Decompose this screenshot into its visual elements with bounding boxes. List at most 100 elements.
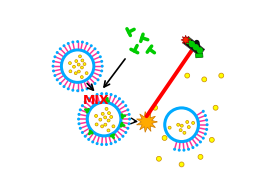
- Circle shape: [101, 65, 103, 67]
- Circle shape: [101, 112, 104, 115]
- Circle shape: [101, 93, 102, 94]
- Circle shape: [92, 141, 94, 143]
- Circle shape: [110, 115, 113, 118]
- Circle shape: [60, 48, 95, 84]
- Circle shape: [127, 128, 129, 129]
- Circle shape: [94, 48, 96, 50]
- Circle shape: [125, 105, 127, 106]
- Circle shape: [85, 72, 88, 74]
- Circle shape: [209, 137, 214, 142]
- Circle shape: [57, 52, 58, 53]
- Circle shape: [196, 144, 198, 146]
- Circle shape: [54, 56, 56, 57]
- Circle shape: [74, 72, 77, 75]
- Circle shape: [206, 129, 207, 130]
- Circle shape: [219, 73, 224, 78]
- Circle shape: [166, 109, 197, 140]
- Circle shape: [190, 42, 194, 46]
- Circle shape: [110, 94, 112, 95]
- Circle shape: [129, 118, 130, 120]
- Circle shape: [205, 115, 206, 116]
- Circle shape: [79, 55, 81, 58]
- Circle shape: [101, 125, 104, 128]
- Circle shape: [63, 51, 92, 81]
- Circle shape: [125, 132, 127, 133]
- Circle shape: [97, 79, 99, 81]
- Circle shape: [122, 136, 124, 137]
- Circle shape: [88, 98, 90, 100]
- Polygon shape: [137, 112, 157, 132]
- Circle shape: [163, 106, 200, 143]
- Circle shape: [206, 119, 207, 121]
- Circle shape: [200, 141, 201, 143]
- Circle shape: [85, 101, 86, 103]
- Circle shape: [192, 147, 194, 148]
- Circle shape: [59, 48, 61, 50]
- Circle shape: [157, 156, 161, 161]
- Circle shape: [69, 62, 71, 64]
- Circle shape: [179, 162, 184, 167]
- Circle shape: [180, 124, 183, 127]
- Circle shape: [52, 65, 54, 67]
- Circle shape: [185, 39, 190, 43]
- Circle shape: [59, 83, 61, 84]
- Circle shape: [119, 98, 120, 100]
- Circle shape: [104, 116, 107, 119]
- Circle shape: [115, 141, 116, 143]
- Circle shape: [107, 129, 110, 132]
- Circle shape: [122, 101, 124, 103]
- Circle shape: [89, 104, 119, 134]
- Circle shape: [107, 119, 110, 122]
- Circle shape: [185, 73, 190, 78]
- Circle shape: [174, 149, 175, 150]
- Text: MIX: MIX: [83, 94, 110, 107]
- Circle shape: [81, 105, 83, 106]
- Circle shape: [53, 61, 54, 62]
- Circle shape: [86, 101, 122, 137]
- Circle shape: [183, 131, 186, 134]
- Circle shape: [78, 123, 80, 125]
- Circle shape: [100, 75, 101, 76]
- Circle shape: [95, 114, 97, 117]
- Circle shape: [67, 43, 69, 44]
- Circle shape: [187, 125, 190, 129]
- Circle shape: [97, 52, 99, 53]
- Circle shape: [77, 90, 78, 91]
- Circle shape: [54, 75, 56, 76]
- Circle shape: [82, 41, 83, 43]
- Circle shape: [100, 56, 101, 57]
- Circle shape: [128, 123, 130, 125]
- Circle shape: [202, 77, 207, 82]
- Circle shape: [127, 109, 129, 111]
- Circle shape: [153, 105, 158, 110]
- Circle shape: [96, 143, 98, 144]
- Circle shape: [77, 41, 78, 42]
- Circle shape: [63, 86, 65, 87]
- Circle shape: [101, 61, 102, 62]
- Circle shape: [75, 60, 78, 63]
- Circle shape: [90, 86, 92, 87]
- Circle shape: [80, 128, 81, 129]
- Circle shape: [213, 105, 218, 110]
- Circle shape: [108, 112, 111, 115]
- Circle shape: [77, 63, 80, 66]
- Circle shape: [86, 43, 88, 44]
- Circle shape: [101, 70, 102, 72]
- Circle shape: [94, 83, 96, 84]
- Circle shape: [82, 89, 83, 91]
- Circle shape: [88, 139, 90, 140]
- Circle shape: [188, 149, 189, 150]
- Circle shape: [119, 139, 120, 140]
- Circle shape: [105, 107, 108, 110]
- Circle shape: [202, 111, 204, 112]
- Circle shape: [186, 121, 189, 123]
- Circle shape: [81, 132, 83, 133]
- Circle shape: [177, 123, 180, 126]
- Polygon shape: [181, 35, 190, 44]
- Circle shape: [69, 70, 72, 73]
- Circle shape: [81, 59, 84, 62]
- Circle shape: [178, 149, 180, 151]
- Circle shape: [112, 125, 115, 128]
- Circle shape: [90, 45, 92, 46]
- Circle shape: [72, 89, 74, 91]
